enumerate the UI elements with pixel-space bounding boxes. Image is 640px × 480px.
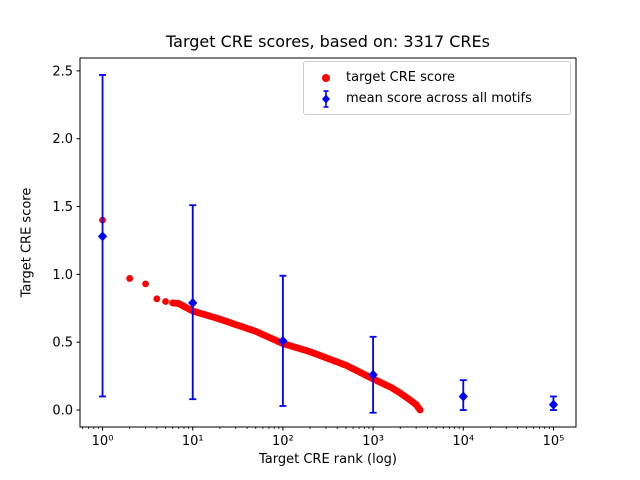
svg-text:10²: 10² bbox=[272, 434, 294, 449]
axes-box bbox=[79, 57, 577, 428]
red-circle-marker-icon bbox=[322, 73, 330, 82]
legend-label-target-cre-score: target CRE score bbox=[346, 70, 456, 85]
target-score-series bbox=[99, 216, 424, 414]
legend-item-mean-score: mean score across all motifs bbox=[314, 88, 560, 109]
chart-title: Target CRE scores, based on: 3317 CREs bbox=[166, 32, 490, 51]
svg-text:1.5: 1.5 bbox=[52, 200, 73, 215]
svg-text:0.0: 0.0 bbox=[52, 404, 73, 419]
x-ticks: 10⁰ 10¹ 10² 10³ 10⁴ 10⁵ bbox=[82, 427, 565, 449]
svg-text:10⁴: 10⁴ bbox=[452, 434, 474, 449]
mean-score-series bbox=[97, 74, 559, 414]
y-ticks: 0.0 0.5 1.0 1.5 2.0 2.5 bbox=[52, 64, 80, 419]
legend-label-mean-score: mean score across all motifs bbox=[346, 91, 532, 106]
legend-item-target-cre-score: target CRE score bbox=[314, 67, 560, 88]
svg-text:2.0: 2.0 bbox=[52, 132, 73, 147]
svg-text:2.5: 2.5 bbox=[52, 64, 73, 79]
svg-text:10¹: 10¹ bbox=[182, 434, 204, 449]
y-axis-label: Target CRE score bbox=[19, 187, 35, 298]
svg-text:10³: 10³ bbox=[362, 434, 384, 449]
svg-text:1.0: 1.0 bbox=[52, 268, 73, 283]
legend: target CRE score mean score across all m… bbox=[303, 61, 571, 115]
svg-text:10⁰: 10⁰ bbox=[92, 434, 114, 449]
x-axis-label: Target CRE rank (log) bbox=[259, 452, 397, 467]
svg-text:10⁵: 10⁵ bbox=[543, 434, 565, 449]
svg-text:0.5: 0.5 bbox=[52, 336, 73, 351]
blue-diamond-errorbar-marker-icon bbox=[322, 89, 330, 108]
